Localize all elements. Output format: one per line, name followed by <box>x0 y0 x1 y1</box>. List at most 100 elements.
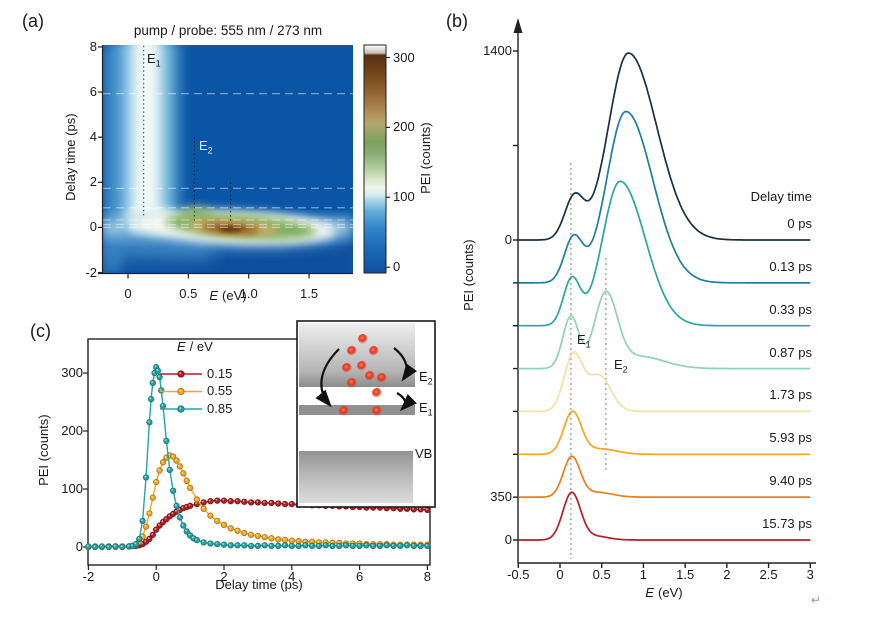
data-point <box>349 542 356 549</box>
panel-c-ytick: 100 <box>61 480 83 496</box>
data-point-highlight <box>330 541 333 544</box>
heatmap-e2-marker-label: E2 <box>199 138 213 156</box>
legend-entry-label: 0.55 <box>207 382 233 398</box>
data-point-highlight <box>107 545 109 548</box>
panel-c-axes <box>83 372 428 570</box>
data-point <box>390 542 397 549</box>
legend-entry-label: 0.15 <box>207 365 233 381</box>
data-point <box>142 523 150 530</box>
data-point-highlight <box>351 544 354 546</box>
e1-band <box>299 405 415 415</box>
data-point <box>397 542 404 549</box>
data-point <box>173 457 180 464</box>
data-point <box>156 467 163 474</box>
panel-b-series-header: Delay time <box>750 188 812 204</box>
data-point <box>234 498 241 505</box>
panel-c-xtick: 4 <box>288 569 296 584</box>
data-point <box>112 543 119 550</box>
data-point-highlight <box>144 524 147 527</box>
data-point <box>154 367 162 374</box>
data-point <box>220 497 228 504</box>
electron-dot <box>365 371 375 381</box>
panel-c-xlabel: Delay time (ps) <box>215 577 303 592</box>
data-point-highlight <box>215 498 218 501</box>
data-point-highlight <box>378 544 381 546</box>
data-point <box>98 543 106 550</box>
data-point <box>370 542 377 549</box>
panel-a-ytick: 0 <box>89 219 97 235</box>
panel-a-ytick: 2 <box>89 174 97 190</box>
colorbar <box>363 44 387 274</box>
data-point-highlight <box>283 502 286 505</box>
data-point <box>176 463 184 470</box>
trace-label: 0.13 ps <box>769 258 812 274</box>
data-point-highlight <box>181 471 184 474</box>
trace-label: 0.33 ps <box>769 301 812 317</box>
data-point-highlight <box>151 533 154 535</box>
panel-a-ytick: 6 <box>89 83 97 99</box>
data-point-highlight <box>159 388 162 391</box>
data-point-highlight <box>195 538 198 541</box>
data-point-highlight <box>168 468 171 471</box>
legend-entry-label: 0.85 <box>207 400 233 416</box>
data-point <box>186 502 194 509</box>
data-point <box>261 499 268 507</box>
electron-dot <box>339 406 349 416</box>
data-point <box>268 535 275 542</box>
data-point <box>92 543 99 551</box>
data-point-highlight <box>140 534 143 537</box>
data-point-highlight <box>412 544 415 546</box>
data-point <box>308 542 316 549</box>
legend-swatch-highlight <box>179 372 182 375</box>
data-point-highlight <box>222 542 225 545</box>
data-point-highlight <box>144 540 147 542</box>
data-point-highlight <box>418 544 421 546</box>
data-point <box>247 499 255 506</box>
data-point-highlight <box>256 544 259 546</box>
data-point-highlight <box>86 544 89 547</box>
data-point-highlight <box>317 540 320 543</box>
data-point <box>180 522 187 529</box>
data-point-highlight <box>310 544 313 546</box>
data-point <box>149 494 156 501</box>
data-point-highlight <box>152 371 155 374</box>
panel-a-letter: (a) <box>22 11 44 31</box>
data-point-highlight <box>229 526 232 529</box>
data-point-highlight <box>144 475 147 478</box>
panel-a-xlabel-var: E <box>209 288 219 303</box>
trace-label: 9.40 ps <box>769 472 812 488</box>
panel-a-ytick: 4 <box>89 129 97 145</box>
data-point <box>149 531 156 538</box>
data-point-highlight <box>188 504 191 506</box>
data-point <box>363 542 370 549</box>
panel-c-ylabel: PEI (counts) <box>35 414 51 486</box>
panel-c-letter: (c) <box>30 321 51 341</box>
panel-b-xtick: 0.5 <box>592 567 611 582</box>
data-point <box>227 498 234 505</box>
panel-a-xtick: 0.5 <box>179 286 198 301</box>
data-point-highlight <box>249 533 252 535</box>
data-point <box>261 542 268 549</box>
panel-c-ytick: 200 <box>61 422 83 438</box>
data-point <box>424 506 431 514</box>
spectrum-trace <box>518 455 811 498</box>
data-point <box>261 533 268 541</box>
data-point-highlight <box>222 523 225 526</box>
panel-b-ylabel: PEI (counts) <box>460 239 476 311</box>
data-point-highlight <box>290 502 293 505</box>
data-point-highlight <box>208 499 211 502</box>
data-point <box>336 542 343 549</box>
data-point-highlight <box>157 523 160 526</box>
data-point <box>254 532 262 540</box>
data-point-highlight <box>181 506 184 509</box>
trace-label: 5.93 ps <box>769 430 812 446</box>
panel-b-xtick: 2.5 <box>759 567 778 582</box>
data-point-highlight <box>215 542 218 545</box>
data-point-highlight <box>269 501 272 504</box>
data-point <box>247 531 255 538</box>
data-point-highlight <box>100 544 103 547</box>
data-point <box>234 542 241 549</box>
panel-b-xtick: 1 <box>639 567 648 582</box>
data-point <box>200 539 207 546</box>
data-point <box>268 499 275 507</box>
